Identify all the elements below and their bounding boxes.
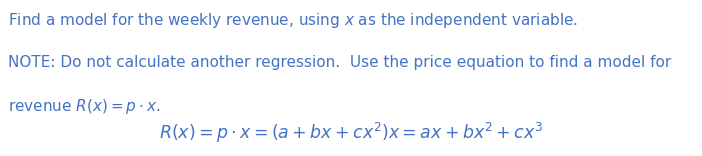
Text: NOTE: Do not calculate another regression.  Use the price equation to find a mod: NOTE: Do not calculate another regressio…	[8, 55, 672, 70]
Text: revenue $R(x) = p \cdot x$.: revenue $R(x) = p \cdot x$.	[8, 97, 161, 116]
Text: $R(x) = p \cdot x = (a + bx + cx^2)x = ax + bx^2 + cx^3$: $R(x) = p \cdot x = (a + bx + cx^2)x = a…	[159, 121, 543, 145]
Text: Find a model for the weekly revenue, using $x$ as the independent variable.: Find a model for the weekly revenue, usi…	[8, 11, 578, 30]
